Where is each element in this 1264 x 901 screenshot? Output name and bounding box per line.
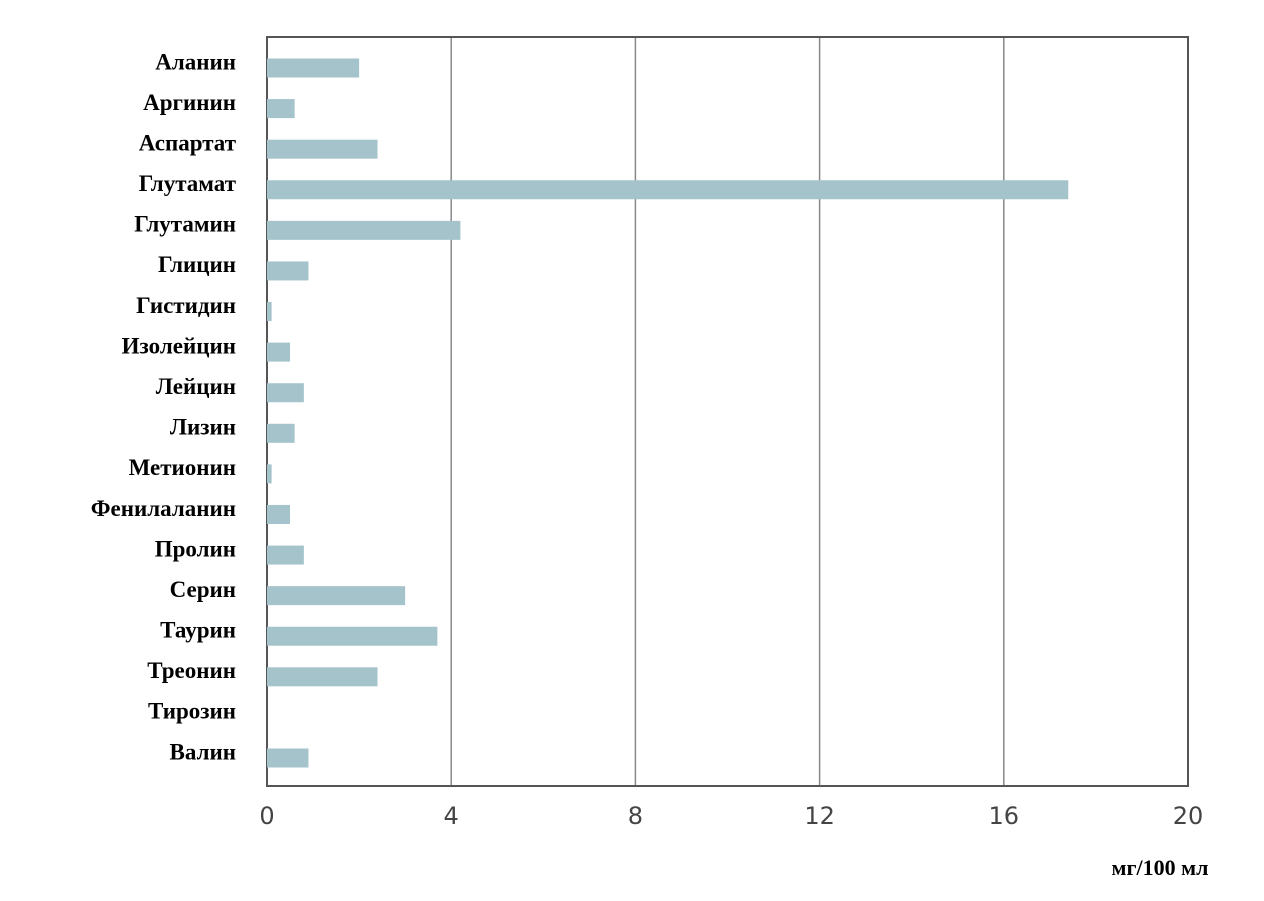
y-tick-label: Аспартат	[139, 130, 237, 155]
y-tick-label: Таурин	[160, 618, 236, 643]
bar	[267, 302, 272, 322]
bar	[267, 220, 461, 240]
y-tick-label: Треонин	[147, 658, 236, 683]
y-tick-label: Аланин	[155, 49, 236, 74]
y-tick-label: Лейцин	[156, 374, 236, 399]
y-tick-label: Глутамат	[139, 171, 237, 196]
y-tick-label: Валин	[170, 739, 236, 764]
bar	[267, 464, 272, 484]
bar	[267, 342, 291, 362]
plot-frame	[266, 36, 1189, 787]
x-tick-label: 20	[1173, 802, 1204, 830]
x-tick-label: 8	[628, 802, 643, 830]
y-tick-label: Аргинин	[143, 90, 236, 115]
y-tick-label: Фенилаланин	[91, 496, 236, 521]
bar	[267, 586, 406, 606]
x-tick-label: 4	[444, 802, 459, 830]
bar	[267, 99, 295, 119]
y-tick-label: Лизин	[170, 415, 236, 440]
y-tick-label: Гистидин	[136, 293, 236, 318]
bar	[267, 626, 438, 646]
y-tick-label: Глутамин	[134, 212, 236, 237]
bar	[267, 261, 309, 281]
bar	[267, 139, 378, 159]
y-tick-label: Метионин	[129, 455, 236, 480]
y-tick-label: Серин	[170, 577, 236, 602]
x-tick-label: 12	[804, 802, 835, 830]
bar	[267, 748, 309, 768]
y-tick-label: Пролин	[155, 536, 236, 561]
y-tick-label: Изолейцин	[122, 333, 236, 358]
bar	[267, 180, 1069, 200]
bar	[267, 58, 360, 78]
x-tick-label: 0	[259, 802, 274, 830]
bar	[267, 545, 304, 565]
y-tick-label: Глицин	[158, 252, 236, 277]
x-tick-label: 16	[989, 802, 1020, 830]
bar	[267, 423, 295, 443]
y-tick-label: Тирозин	[148, 699, 236, 724]
bar	[267, 383, 304, 403]
x-axis-label: мг/100 мл	[1112, 855, 1209, 880]
bar	[267, 667, 378, 687]
bar	[267, 504, 291, 524]
